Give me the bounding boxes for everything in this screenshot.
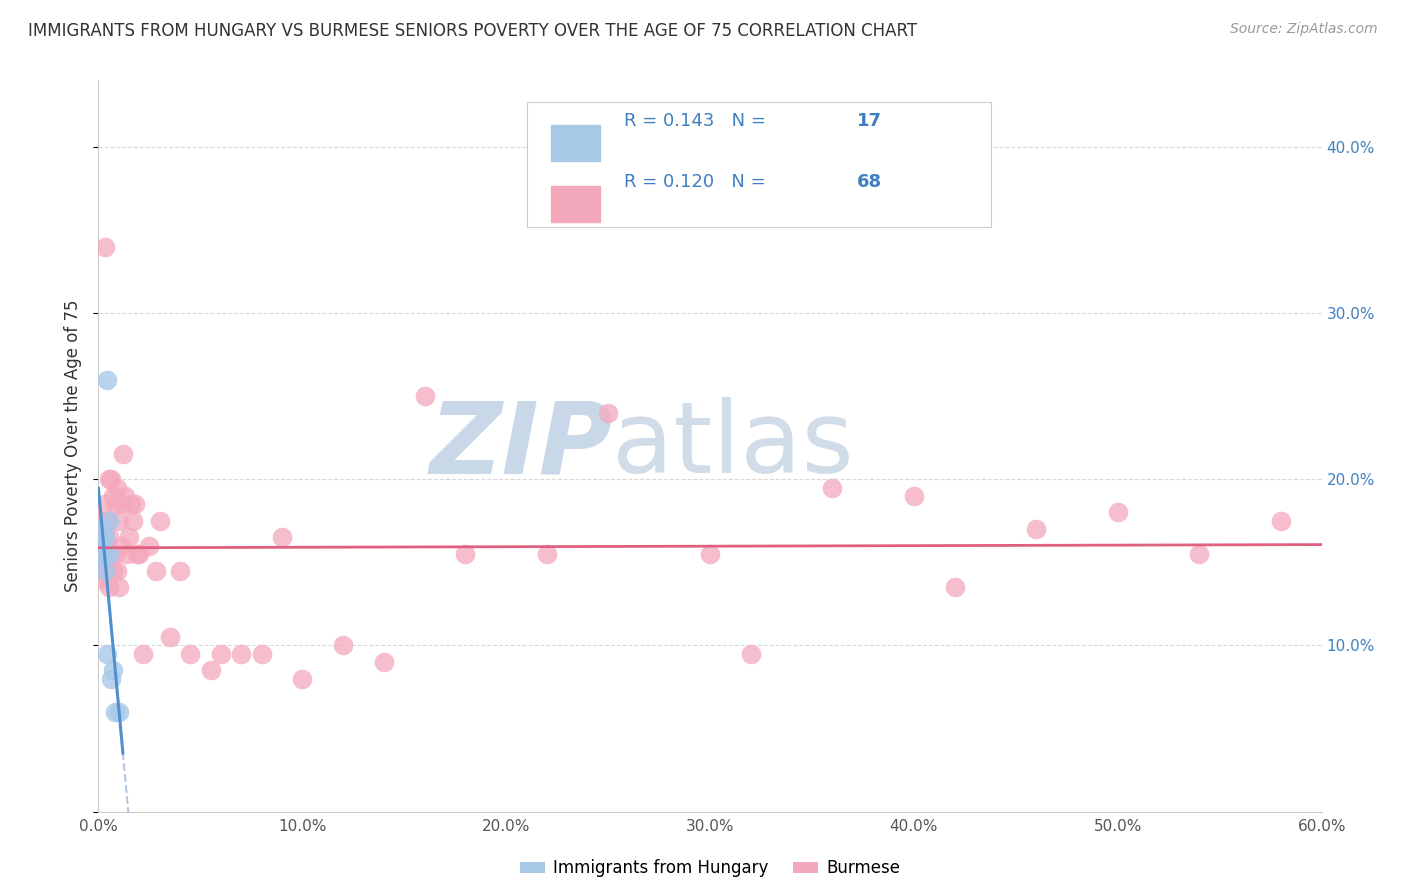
Point <box>149 514 172 528</box>
Point <box>89 547 111 561</box>
Bar <box>551 125 600 161</box>
Point <box>231 647 253 661</box>
Point <box>598 406 620 420</box>
Point <box>93 564 115 578</box>
Point <box>740 647 762 661</box>
Point <box>91 539 114 553</box>
Text: 68: 68 <box>856 173 882 191</box>
Point <box>903 489 925 503</box>
Point <box>100 547 122 561</box>
Point <box>114 489 136 503</box>
Point <box>111 447 134 461</box>
Text: R = 0.120   N =: R = 0.120 N = <box>624 173 772 191</box>
Point <box>1188 547 1211 561</box>
Point <box>332 639 354 653</box>
Point <box>209 647 232 661</box>
Point <box>96 647 118 661</box>
Point <box>89 564 111 578</box>
Point <box>91 530 114 544</box>
Point <box>96 539 118 553</box>
Point <box>159 630 181 644</box>
Point <box>96 372 118 386</box>
Legend: Immigrants from Hungary, Burmese: Immigrants from Hungary, Burmese <box>513 853 907 884</box>
Point <box>128 547 150 561</box>
Point <box>138 539 160 553</box>
Point <box>1025 522 1047 536</box>
Point <box>91 530 114 544</box>
Point <box>100 472 122 486</box>
Point <box>454 547 477 561</box>
Point <box>115 547 138 561</box>
Point <box>101 564 124 578</box>
Point <box>169 564 191 578</box>
Point <box>124 497 146 511</box>
Point <box>91 514 114 528</box>
Point <box>93 530 115 544</box>
Point <box>699 547 721 561</box>
Point <box>127 547 149 561</box>
Point <box>97 514 120 528</box>
Point <box>93 497 115 511</box>
Point <box>108 514 131 528</box>
Point <box>93 539 115 553</box>
Point <box>93 522 115 536</box>
Point <box>97 580 120 594</box>
Point <box>91 572 114 586</box>
Text: IMMIGRANTS FROM HUNGARY VS BURMESE SENIORS POVERTY OVER THE AGE OF 75 CORRELATIO: IMMIGRANTS FROM HUNGARY VS BURMESE SENIO… <box>28 22 917 40</box>
Point <box>120 497 142 511</box>
Point <box>97 547 120 561</box>
Point <box>91 547 114 561</box>
FancyBboxPatch shape <box>526 103 991 227</box>
Point <box>93 547 115 561</box>
Point <box>101 664 124 678</box>
Point <box>100 672 122 686</box>
Text: R = 0.143   N =: R = 0.143 N = <box>624 112 772 129</box>
Point <box>89 530 111 544</box>
Bar <box>551 186 600 222</box>
Point <box>91 522 114 536</box>
Point <box>536 547 558 561</box>
Point <box>101 489 124 503</box>
Point <box>111 497 134 511</box>
Point <box>821 481 844 495</box>
Point <box>105 564 128 578</box>
Point <box>108 705 131 719</box>
Text: Source: ZipAtlas.com: Source: ZipAtlas.com <box>1230 22 1378 37</box>
Point <box>200 664 222 678</box>
Point <box>104 497 127 511</box>
Point <box>97 472 120 486</box>
Point <box>122 514 145 528</box>
Point <box>97 547 120 561</box>
Point <box>1270 514 1292 528</box>
Point <box>96 564 118 578</box>
Point <box>91 547 114 561</box>
Point <box>943 580 966 594</box>
Text: atlas: atlas <box>612 398 853 494</box>
Point <box>132 647 155 661</box>
Point <box>97 530 120 544</box>
Point <box>108 580 131 594</box>
Point <box>179 647 201 661</box>
Point <box>89 547 111 561</box>
Text: ZIP: ZIP <box>429 398 612 494</box>
Point <box>105 481 128 495</box>
Point <box>93 239 115 253</box>
Y-axis label: Seniors Poverty Over the Age of 75: Seniors Poverty Over the Age of 75 <box>65 300 83 592</box>
Point <box>104 547 127 561</box>
Point <box>1107 506 1129 520</box>
Point <box>291 672 314 686</box>
Text: 17: 17 <box>856 112 882 129</box>
Point <box>110 539 132 553</box>
Point <box>413 389 436 403</box>
Point <box>93 564 115 578</box>
Point <box>89 530 111 544</box>
Point <box>96 514 118 528</box>
Point <box>145 564 167 578</box>
Point <box>118 530 141 544</box>
Point <box>270 530 294 544</box>
Point <box>104 705 127 719</box>
Point <box>250 647 273 661</box>
Point <box>373 655 395 669</box>
